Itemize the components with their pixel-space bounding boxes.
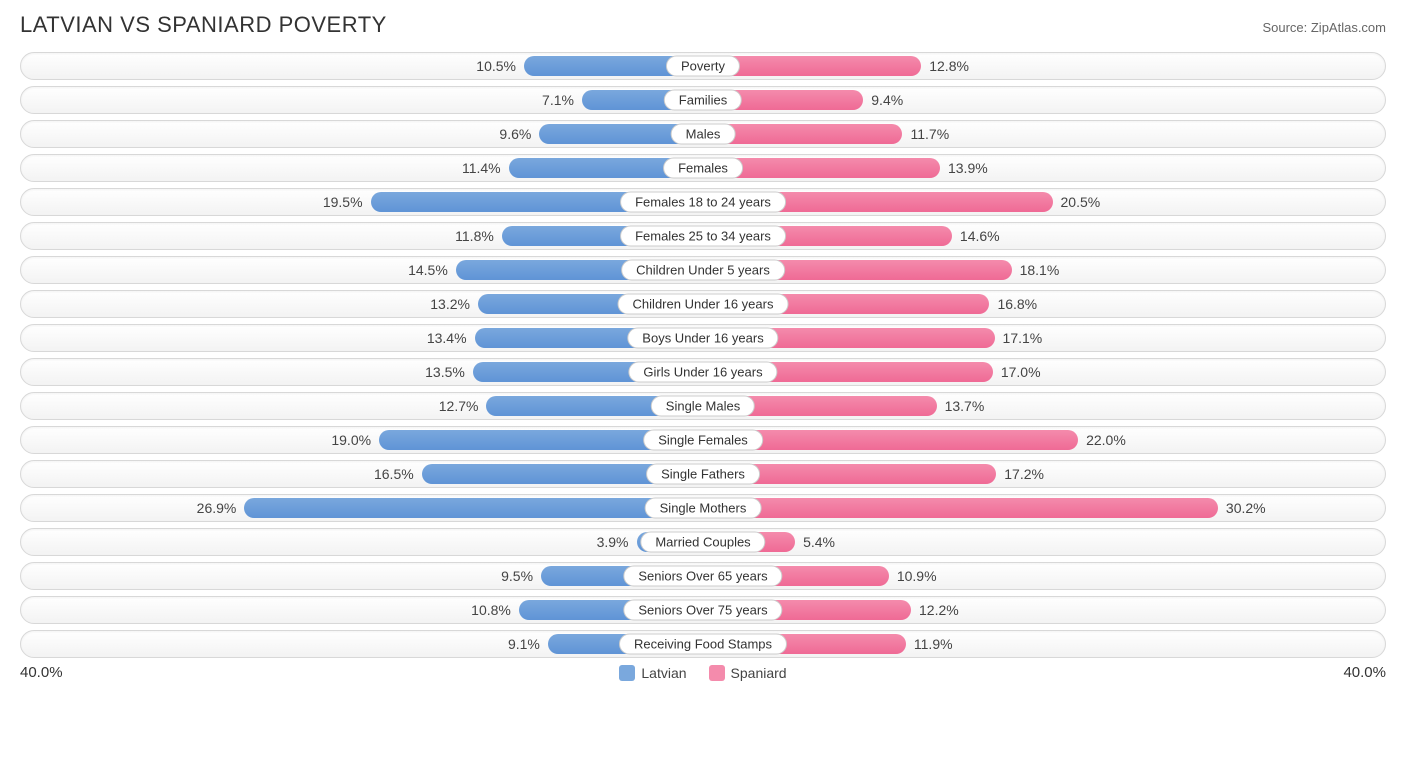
chart-row: 14.5% 18.1% Children Under 5 years — [20, 256, 1386, 284]
pct-label-right: 16.8% — [997, 296, 1037, 312]
chart-row: 13.4% 17.1% Boys Under 16 years — [20, 324, 1386, 352]
category-label: Boys Under 16 years — [627, 328, 778, 349]
chart-row: 9.6% 11.7% Males — [20, 120, 1386, 148]
category-label: Seniors Over 65 years — [623, 566, 782, 587]
pct-label-right: 17.2% — [1004, 466, 1044, 482]
chart-row: 3.9% 5.4% Married Couples — [20, 528, 1386, 556]
pct-label-left: 16.5% — [374, 466, 414, 482]
pct-label-right: 11.9% — [914, 636, 953, 652]
chart-row: 7.1% 9.4% Families — [20, 86, 1386, 114]
pct-label-left: 9.5% — [501, 568, 533, 584]
source-attribution: Source: ZipAtlas.com — [1262, 20, 1386, 35]
chart-row: 9.1% 11.9% Receiving Food Stamps — [20, 630, 1386, 658]
bar-right — [703, 498, 1218, 518]
pct-label-right: 14.6% — [960, 228, 1000, 244]
category-label: Children Under 16 years — [618, 294, 789, 315]
category-label: Males — [671, 124, 736, 145]
pct-label-left: 3.9% — [597, 534, 629, 550]
category-label: Seniors Over 75 years — [623, 600, 782, 621]
chart-row: 10.8% 12.2% Seniors Over 75 years — [20, 596, 1386, 624]
bar-left — [244, 498, 703, 518]
chart-area: 10.5% 12.8% Poverty 7.1% 9.4% Families 9.6% 11.… — [20, 52, 1386, 658]
pct-label-left: 26.9% — [197, 500, 237, 516]
pct-label-left: 14.5% — [408, 262, 448, 278]
category-label: Females 18 to 24 years — [620, 192, 786, 213]
pct-label-left: 9.1% — [508, 636, 540, 652]
pct-label-left: 10.5% — [476, 58, 516, 74]
source-prefix: Source: — [1262, 20, 1310, 35]
legend-item-right: Spaniard — [709, 665, 787, 681]
pct-label-left: 7.1% — [542, 92, 574, 108]
legend-label-left: Latvian — [641, 665, 686, 681]
chart-footer: 40.0% Latvian Spaniard 40.0% — [20, 664, 1386, 681]
pct-label-right: 13.7% — [945, 398, 985, 414]
chart-row: 12.7% 13.7% Single Males — [20, 392, 1386, 420]
chart-row: 13.5% 17.0% Girls Under 16 years — [20, 358, 1386, 386]
chart-row: 26.9% 30.2% Single Mothers — [20, 494, 1386, 522]
pct-label-right: 20.5% — [1061, 194, 1101, 210]
legend: Latvian Spaniard — [619, 665, 786, 681]
category-label: Single Fathers — [646, 464, 760, 485]
chart-row: 19.0% 22.0% Single Females — [20, 426, 1386, 454]
category-label: Girls Under 16 years — [628, 362, 777, 383]
pct-label-right: 9.4% — [871, 92, 903, 108]
legend-swatch-left — [619, 665, 635, 681]
chart-row: 11.8% 14.6% Females 25 to 34 years — [20, 222, 1386, 250]
pct-label-left: 9.6% — [499, 126, 531, 142]
pct-label-right: 5.4% — [803, 534, 835, 550]
legend-item-left: Latvian — [619, 665, 686, 681]
pct-label-left: 11.8% — [455, 228, 494, 244]
category-label: Females — [663, 158, 743, 179]
chart-row: 13.2% 16.8% Children Under 16 years — [20, 290, 1386, 318]
chart-row: 16.5% 17.2% Single Fathers — [20, 460, 1386, 488]
chart-row: 19.5% 20.5% Females 18 to 24 years — [20, 188, 1386, 216]
pct-label-right: 10.9% — [897, 568, 937, 584]
category-label: Poverty — [666, 56, 740, 77]
chart-title: LATVIAN VS SPANIARD POVERTY — [20, 12, 387, 38]
category-label: Receiving Food Stamps — [619, 634, 787, 655]
chart-header: LATVIAN VS SPANIARD POVERTY Source: ZipA… — [20, 12, 1386, 38]
chart-row: 10.5% 12.8% Poverty — [20, 52, 1386, 80]
legend-label-right: Spaniard — [731, 665, 787, 681]
pct-label-right: 17.0% — [1001, 364, 1041, 380]
source-name: ZipAtlas.com — [1311, 20, 1386, 35]
axis-right-max: 40.0% — [1343, 664, 1386, 681]
pct-label-right: 11.7% — [910, 126, 949, 142]
pct-label-left: 19.0% — [331, 432, 371, 448]
pct-label-right: 12.2% — [919, 602, 959, 618]
pct-label-left: 13.4% — [427, 330, 467, 346]
axis-left-max: 40.0% — [20, 664, 63, 681]
category-label: Single Mothers — [645, 498, 762, 519]
chart-row: 9.5% 10.9% Seniors Over 65 years — [20, 562, 1386, 590]
pct-label-left: 12.7% — [439, 398, 479, 414]
pct-label-right: 30.2% — [1226, 500, 1266, 516]
pct-label-right: 17.1% — [1003, 330, 1043, 346]
pct-label-left: 13.2% — [430, 296, 470, 312]
category-label: Married Couples — [640, 532, 765, 553]
pct-label-left: 13.5% — [425, 364, 465, 380]
category-label: Females 25 to 34 years — [620, 226, 786, 247]
pct-label-left: 11.4% — [462, 160, 501, 176]
category-label: Single Males — [651, 396, 755, 417]
pct-label-right: 18.1% — [1020, 262, 1060, 278]
legend-swatch-right — [709, 665, 725, 681]
category-label: Children Under 5 years — [621, 260, 785, 281]
pct-label-right: 12.8% — [929, 58, 969, 74]
pct-label-left: 10.8% — [471, 602, 511, 618]
pct-label-right: 22.0% — [1086, 432, 1126, 448]
pct-label-right: 13.9% — [948, 160, 988, 176]
chart-row: 11.4% 13.9% Females — [20, 154, 1386, 182]
category-label: Families — [664, 90, 742, 111]
pct-label-left: 19.5% — [323, 194, 363, 210]
category-label: Single Females — [643, 430, 763, 451]
